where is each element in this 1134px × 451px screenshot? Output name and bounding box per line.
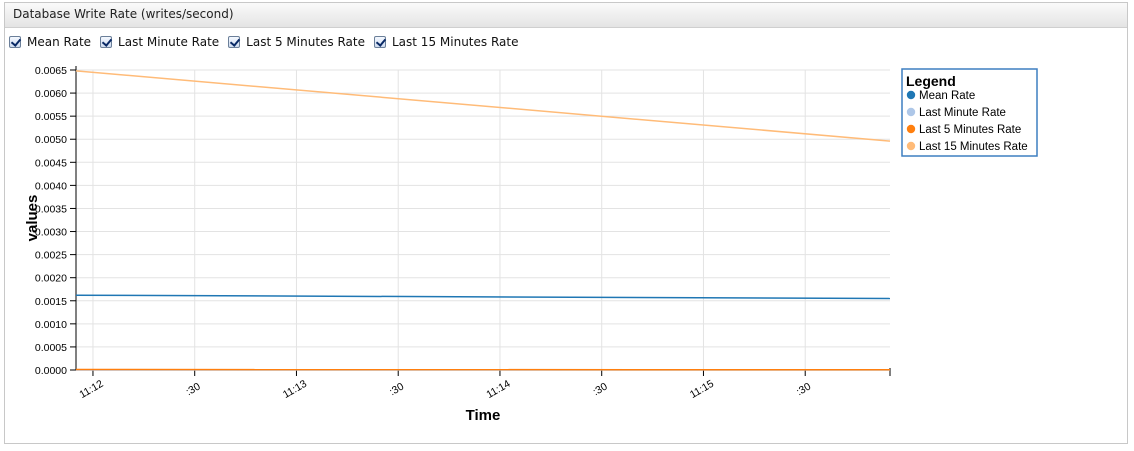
toggle-label: Last 15 Minutes Rate xyxy=(392,35,519,49)
y-tick-label: 0.0000 xyxy=(35,365,67,377)
toggle-last-5-minutes-rate[interactable]: Last 5 Minutes Rate xyxy=(228,35,365,49)
x-tick-label: 11:13 xyxy=(281,378,309,401)
toggle-last-15-minutes-rate[interactable]: Last 15 Minutes Rate xyxy=(374,35,518,49)
legend-swatch-3 xyxy=(906,141,916,151)
checkbox-last-15-minutes-rate[interactable] xyxy=(374,36,386,48)
legend-item-label: Last 5 Minutes Rate xyxy=(919,124,1021,136)
y-tick-label: 0.0045 xyxy=(35,157,67,169)
toggle-label: Mean Rate xyxy=(27,35,92,49)
x-tick-label: 11:14 xyxy=(484,378,512,401)
checkbox-last-5-minutes-rate[interactable] xyxy=(228,36,241,48)
x-tick-label: :30 xyxy=(591,380,610,398)
legend-item-label: Mean Rate xyxy=(919,90,975,102)
legend-swatch-2 xyxy=(906,124,916,134)
series-line-0 xyxy=(75,294,891,300)
toggle-mean-rate[interactable]: Mean Rate xyxy=(9,35,91,49)
y-tick-label: 0.0015 xyxy=(35,296,67,308)
x-tick-label: :30 xyxy=(794,380,813,398)
y-tick-label: 0.0020 xyxy=(35,273,67,285)
series-line-3 xyxy=(75,70,891,142)
toggle-label: Last 5 Minutes Rate xyxy=(246,35,365,49)
toggle-label: Last Minute Rate xyxy=(118,35,220,49)
panel-title: Database Write Rate (writes/second) xyxy=(5,3,1127,28)
y-tick-label: 0.0060 xyxy=(35,88,67,100)
x-axis-title: Time xyxy=(466,407,501,424)
checkbox-last-minute-rate[interactable] xyxy=(100,36,113,48)
legend-item-label: Last 15 Minutes Rate xyxy=(919,141,1028,153)
y-tick-label: 0.0050 xyxy=(35,134,67,146)
x-tick-label: :30 xyxy=(184,380,203,398)
series-toggles: Mean Rate Last Minute Rate Last 5 Minute… xyxy=(9,35,527,49)
x-tick-label: 11:15 xyxy=(688,378,716,401)
legend-swatch-0 xyxy=(906,90,916,100)
y-tick-label: 0.0035 xyxy=(35,203,67,215)
y-tick-label: 0.0025 xyxy=(35,250,67,262)
y-axis-title: values xyxy=(24,195,41,242)
x-tick-label: 11:12 xyxy=(77,378,105,401)
y-tick-label: 0.0010 xyxy=(35,319,67,331)
x-tick-label: :30 xyxy=(387,380,406,398)
y-tick-label: 0.0040 xyxy=(35,180,67,192)
legend-item-label: Last Minute Rate xyxy=(919,107,1006,119)
toggle-last-minute-rate[interactable]: Last Minute Rate xyxy=(100,35,219,49)
legend-title: Legend xyxy=(906,73,956,89)
y-tick-label: 0.0055 xyxy=(35,111,67,123)
legend-box xyxy=(901,68,1038,157)
checkbox-mean-rate[interactable] xyxy=(9,36,21,48)
y-tick-label: 0.0005 xyxy=(35,342,67,354)
y-tick-label: 0.0030 xyxy=(35,227,67,239)
y-tick-label: 0.0065 xyxy=(35,65,67,77)
legend-swatch-1 xyxy=(906,107,916,117)
